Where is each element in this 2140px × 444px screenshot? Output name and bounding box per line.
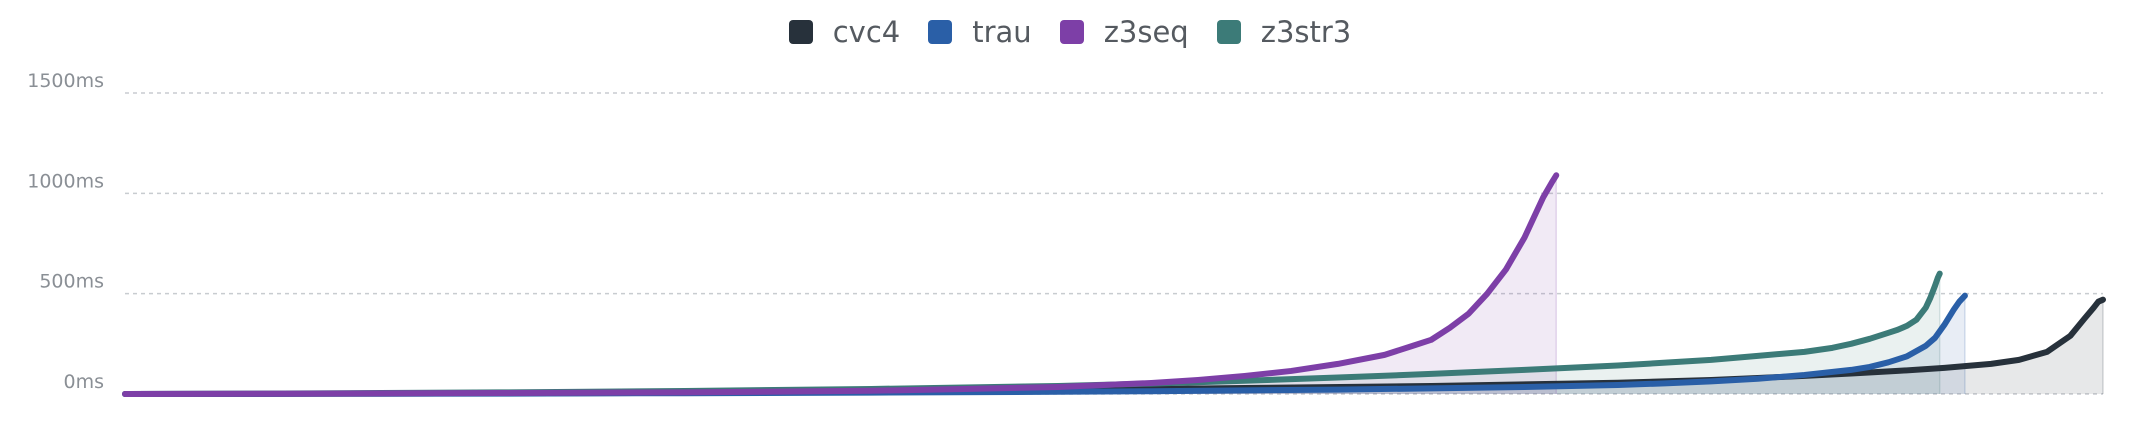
area-z3str3 [125,273,1940,394]
chart-legend: cvc4 trau z3seq z3str3 [0,6,2140,58]
y-tick-label: 500ms [39,271,104,293]
legend-item-trau[interactable]: trau [928,15,1032,49]
legend-item-z3str3[interactable]: z3str3 [1216,15,1352,49]
legend-swatch-z3seq [1059,20,1084,44]
y-tick-label: 0ms [64,371,105,393]
legend-label-z3str3: z3str3 [1260,15,1352,49]
legend-swatch-z3str3 [1216,20,1241,44]
series-line-z3seq [122,172,1560,397]
legend-swatch-trau [928,20,953,44]
legend-label-trau: trau [972,15,1032,49]
legend-item-z3seq[interactable]: z3seq [1059,15,1189,49]
legend-label-z3seq: z3seq [1103,15,1189,49]
area-trau [125,295,1965,394]
legend-label-cvc4: cvc4 [832,15,901,49]
y-tick-label: 1500ms [27,70,104,92]
y-tick-label: 1000ms [27,170,104,192]
legend-swatch-cvc4 [788,20,813,44]
legend-item-cvc4[interactable]: cvc4 [788,15,901,49]
area-cvc4 [125,299,2103,394]
